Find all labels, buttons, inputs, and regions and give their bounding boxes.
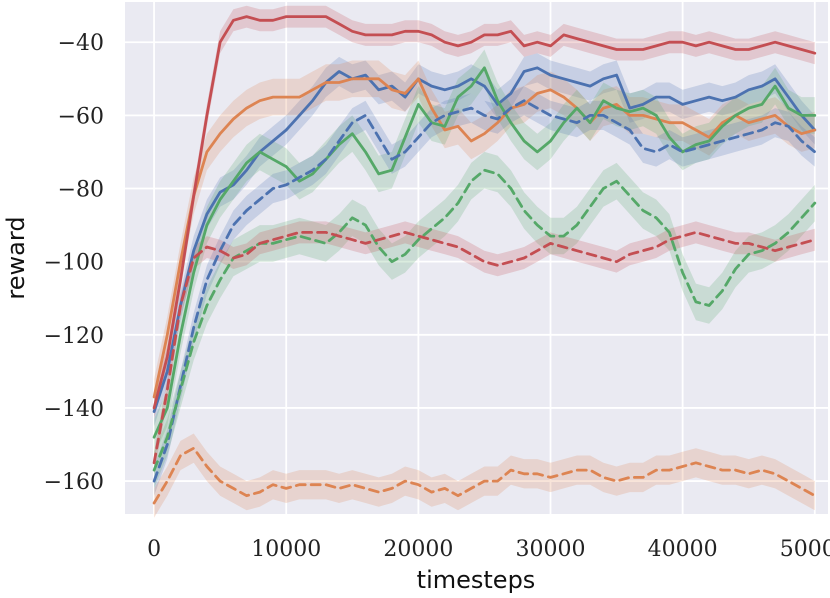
series-8-band (154, 221, 815, 474)
x-tick-labels: 0 10000 20000 30000 40000 50000 (147, 537, 830, 562)
x-tick-label: 0 (147, 537, 161, 562)
y-tick-label: −40 (58, 31, 104, 56)
y-tick-label: −80 (58, 178, 104, 203)
x-axis-label: timesteps (417, 566, 536, 594)
series-2-line (152, 77, 817, 399)
series-1-line (152, 66, 817, 414)
gridlines (125, 2, 828, 514)
series-5-band (154, 86, 815, 496)
x-tick-label: 20000 (383, 537, 453, 562)
series-8-line (152, 230, 817, 465)
x-tick-label: 50000 (780, 537, 830, 562)
x-tick-label: 10000 (251, 537, 321, 562)
y-tick-label: −100 (44, 251, 104, 276)
y-tick-label: −120 (44, 324, 104, 349)
x-tick-label: 40000 (648, 537, 718, 562)
y-tick-label: −140 (44, 397, 104, 422)
series-3-band (154, 49, 815, 456)
series-6-line (152, 446, 817, 505)
y-tick-labels: −40 −60 −80 −100 −120 −140 −160 (44, 31, 104, 495)
series-2-band (154, 60, 815, 416)
x-tick-label: 30000 (516, 537, 586, 562)
y-tick-label: −60 (58, 104, 104, 129)
series-3-line (152, 66, 817, 439)
series-5-line (152, 99, 817, 483)
series-4-line (152, 15, 817, 410)
y-tick-label: −160 (44, 470, 104, 495)
y-axis-label: reward (2, 216, 30, 299)
series-6-band (154, 433, 815, 518)
series-7-band (154, 151, 815, 489)
series-lines (152, 15, 817, 505)
